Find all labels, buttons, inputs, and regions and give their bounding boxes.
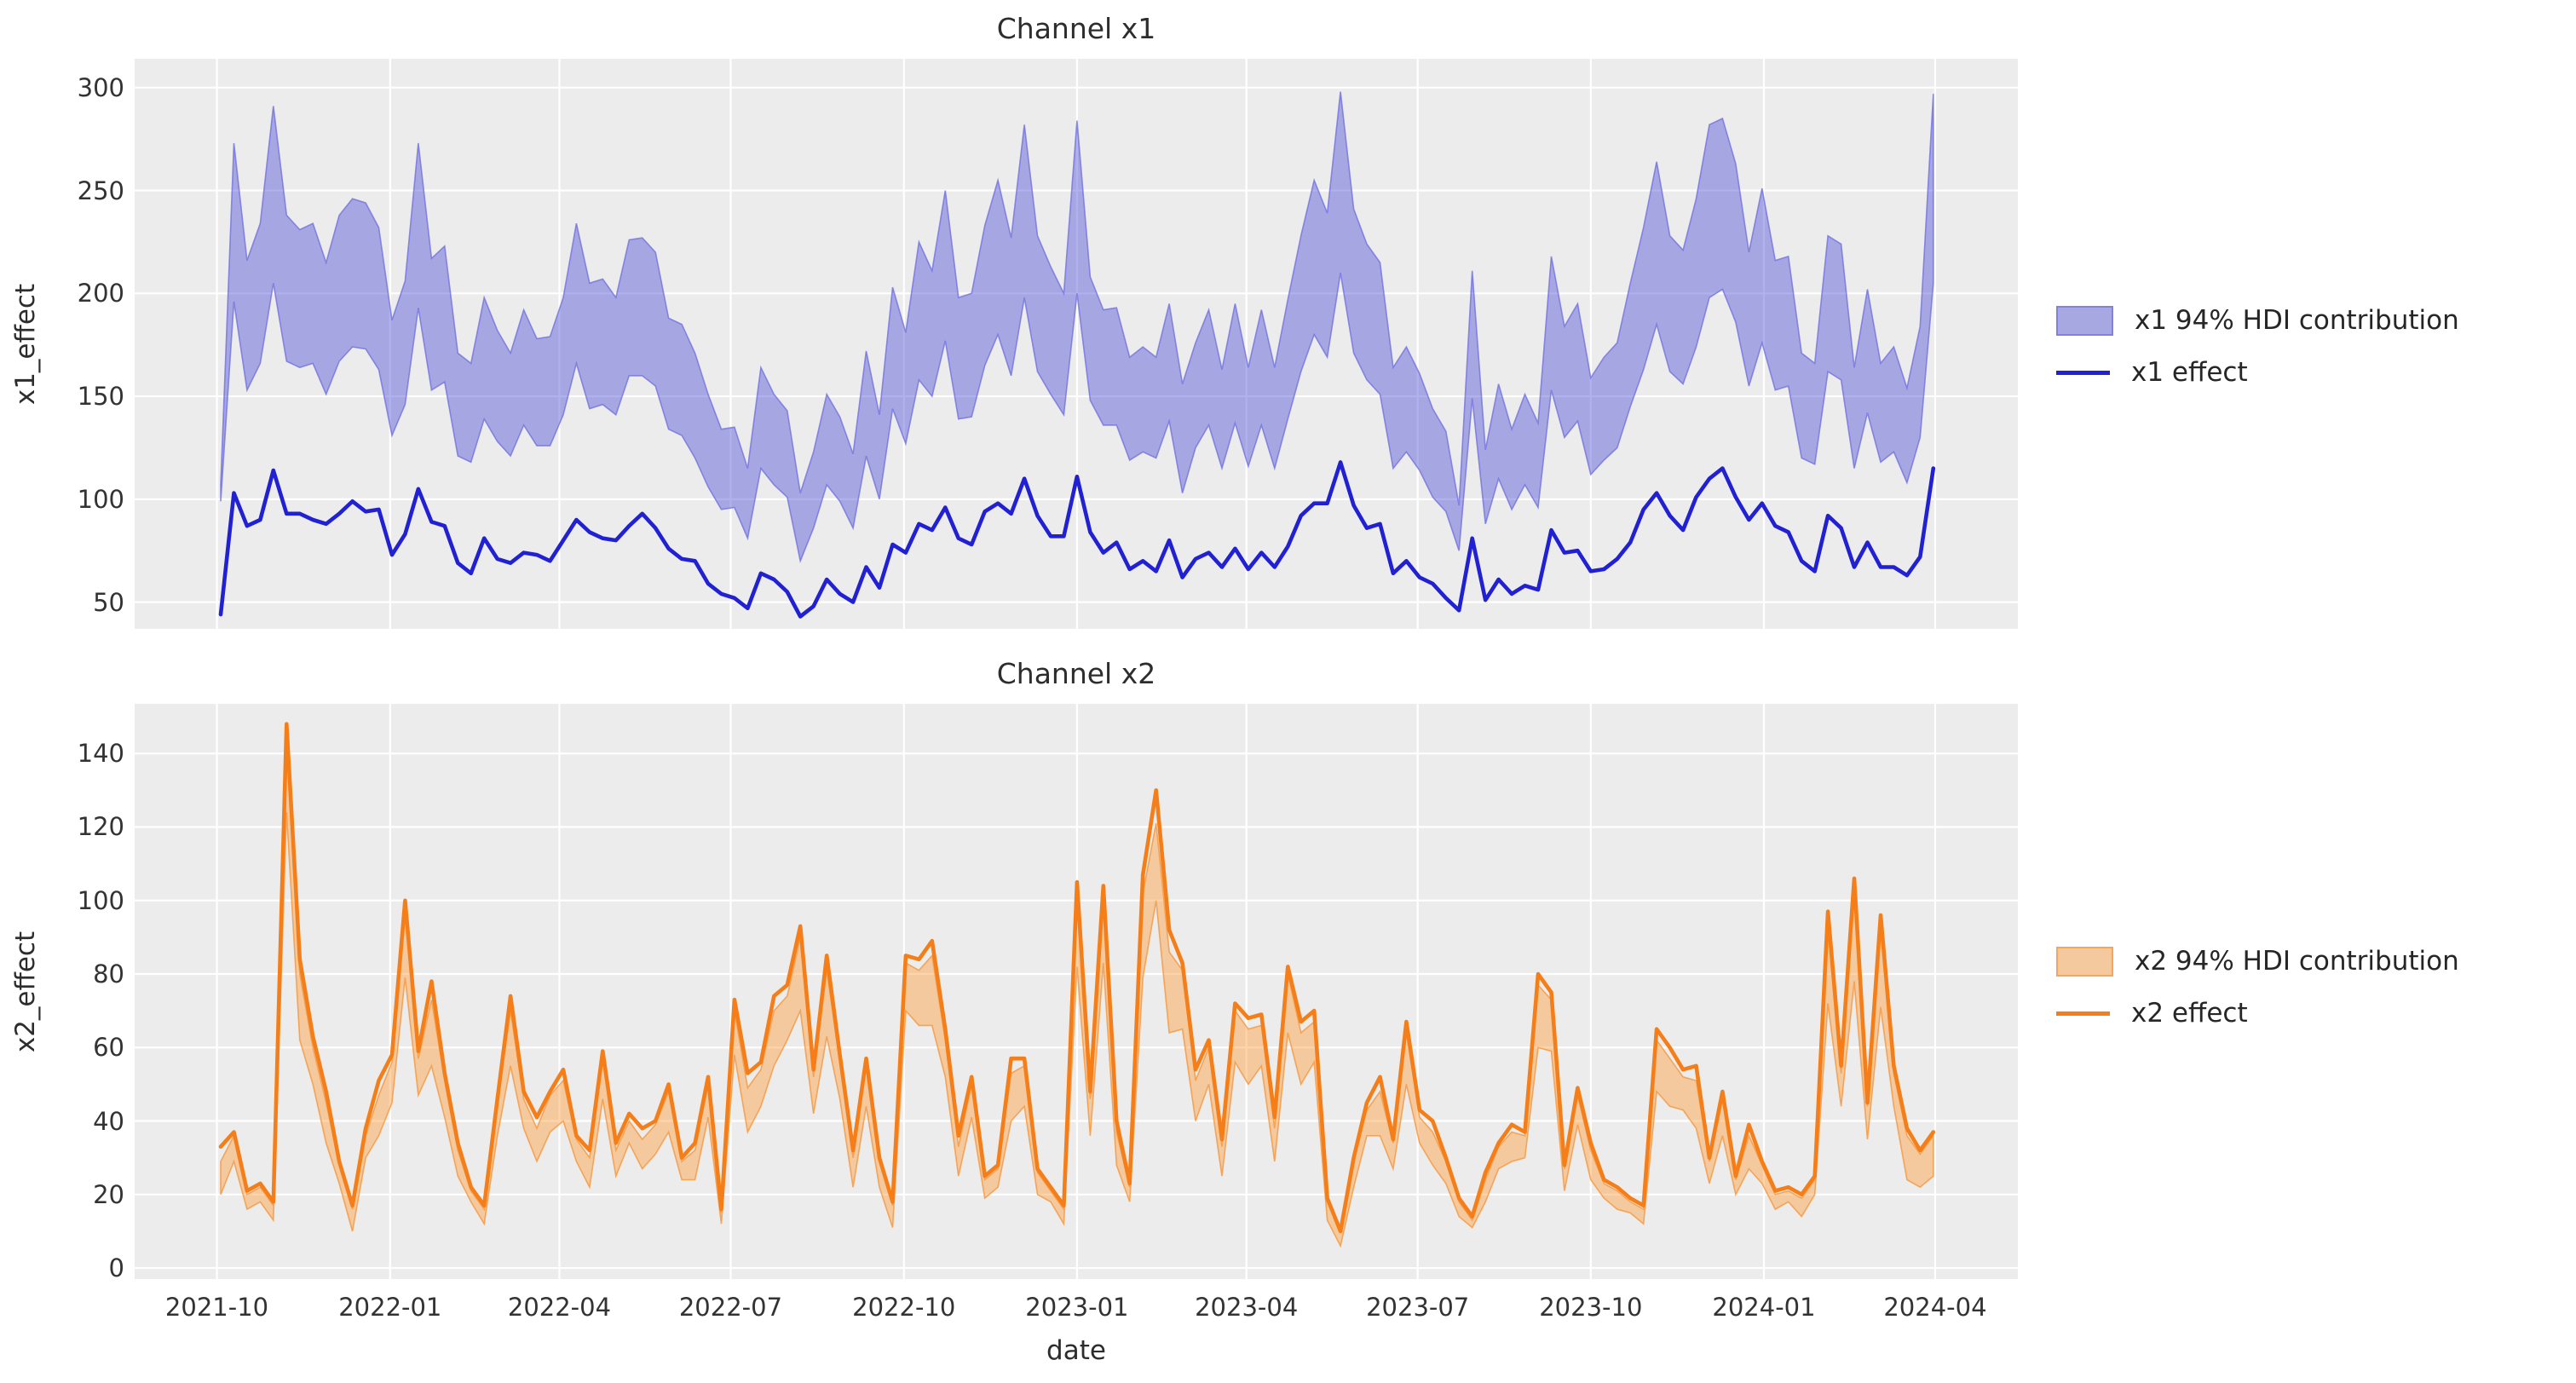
chart2-legend: x2 94% HDI contribution x2 effect — [2056, 942, 2459, 1046]
x2-hdi-legend-label: x2 94% HDI contribution — [2135, 946, 2459, 977]
x-tick-label: 2023-01 — [1025, 1293, 1129, 1322]
x1-hdi-legend-label: x1 94% HDI contribution — [2135, 305, 2459, 336]
x-tick-label: 2022-10 — [852, 1293, 956, 1322]
x2-effect-legend-label: x2 effect — [2131, 998, 2248, 1029]
x-tick-label: 2022-01 — [338, 1293, 442, 1322]
x2-effect-line-swatch-icon — [2056, 1011, 2110, 1016]
x-tick-label: 2022-04 — [507, 1293, 612, 1322]
y-tick-label: 50 — [93, 587, 124, 617]
hdi-band — [220, 91, 1934, 564]
legend-row: x1 94% HDI contribution — [2056, 302, 2459, 339]
effect-line — [218, 722, 1936, 1234]
chart1-y-axis-label: x1_effect — [10, 283, 41, 405]
y-tick-label: 140 — [77, 739, 124, 769]
x1-effect-legend-label: x1 effect — [2131, 357, 2248, 388]
y-tick-label: 120 — [77, 812, 124, 842]
x-tick-label: 2024-01 — [1712, 1293, 1816, 1322]
x-tick-label: 2023-04 — [1195, 1293, 1299, 1322]
x-tick-label: 2024-04 — [1883, 1293, 1987, 1322]
y-tick-label: 60 — [93, 1033, 124, 1063]
y-tick-label: 200 — [77, 279, 124, 308]
chart1-title: Channel x1 — [996, 12, 1156, 45]
y-tick-label: 150 — [77, 382, 124, 412]
x-axis-label: date — [1046, 1335, 1106, 1366]
x1-effect-line-swatch-icon — [2056, 370, 2110, 375]
y-tick-label: 20 — [93, 1179, 124, 1209]
x1-hdi-band-swatch-icon — [2056, 305, 2113, 336]
x-tick-label: 2023-07 — [1366, 1293, 1470, 1322]
legend-row: x2 effect — [2056, 994, 2459, 1032]
y-tick-label: 100 — [77, 484, 124, 514]
x-tick-label: 2023-10 — [1539, 1293, 1643, 1322]
y-tick-label: 250 — [77, 176, 124, 205]
legend-row: x1 effect — [2056, 354, 2459, 391]
y-tick-label: 0 — [108, 1253, 124, 1283]
effect-line — [218, 460, 1936, 619]
x2-hdi-band-swatch-icon — [2056, 946, 2113, 977]
chart1-legend: x1 94% HDI contribution x1 effect — [2056, 302, 2459, 406]
y-tick-label: 100 — [77, 885, 124, 915]
x-tick-label: 2022-07 — [678, 1293, 783, 1322]
chart2-title: Channel x2 — [996, 657, 1156, 690]
x-tick-label: 2021-10 — [164, 1293, 269, 1322]
y-tick-label: 40 — [93, 1106, 124, 1136]
y-tick-label: 80 — [93, 959, 124, 988]
y-tick-label: 300 — [77, 72, 124, 102]
hdi-band — [220, 738, 1934, 1248]
legend-row: x2 94% HDI contribution — [2056, 942, 2459, 980]
